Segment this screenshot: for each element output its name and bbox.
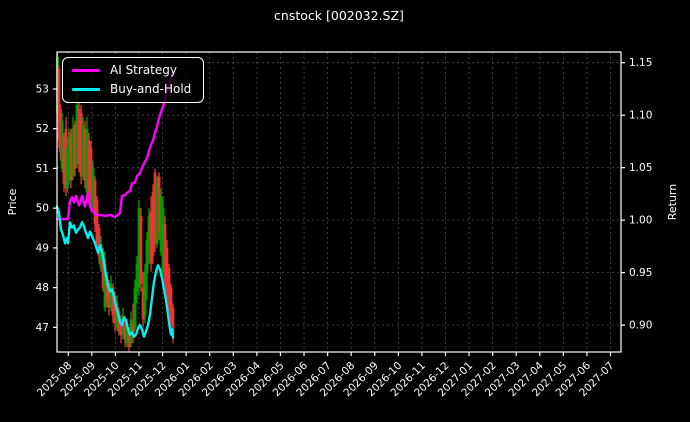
return-tick-label: 1.15 xyxy=(629,57,652,69)
return-tick-label: 1.05 xyxy=(629,162,652,174)
price-tick-label: 51 xyxy=(36,163,49,175)
legend-item-ai-strategy: AI Strategy xyxy=(72,64,191,77)
return-tick-label: 0.95 xyxy=(629,267,652,279)
legend-item-buy-and-hold: Buy-and-Hold xyxy=(72,83,191,96)
ai-strategy-line-swatch-icon xyxy=(72,68,100,73)
price-tick-label: 47 xyxy=(36,322,49,334)
price-tick-label: 49 xyxy=(36,242,49,254)
price-tick-label: 50 xyxy=(36,203,49,215)
y-axis-label-price: Price xyxy=(6,188,19,215)
return-tick-label: 0.90 xyxy=(629,320,652,332)
legend-label-buy-and-hold: Buy-and-Hold xyxy=(110,82,192,96)
chart-title: cnstock [002032.SZ] xyxy=(274,8,404,23)
ai-strategy-line xyxy=(55,70,175,221)
legend: AI Strategy Buy-and-Hold xyxy=(62,57,205,103)
buy-and-hold-line xyxy=(55,205,175,339)
price-tick-label: 52 xyxy=(36,123,49,135)
price-tick-label: 48 xyxy=(36,282,49,294)
y-axis-label-return: Return xyxy=(666,184,679,221)
buy-and-hold-line-swatch-icon xyxy=(72,87,100,92)
price-tick-label: 53 xyxy=(36,83,49,95)
return-tick-label: 1.10 xyxy=(629,110,652,122)
return-tick-label: 1.00 xyxy=(629,215,652,227)
plot-frame xyxy=(56,51,622,353)
legend-label-ai-strategy: AI Strategy xyxy=(110,63,177,77)
